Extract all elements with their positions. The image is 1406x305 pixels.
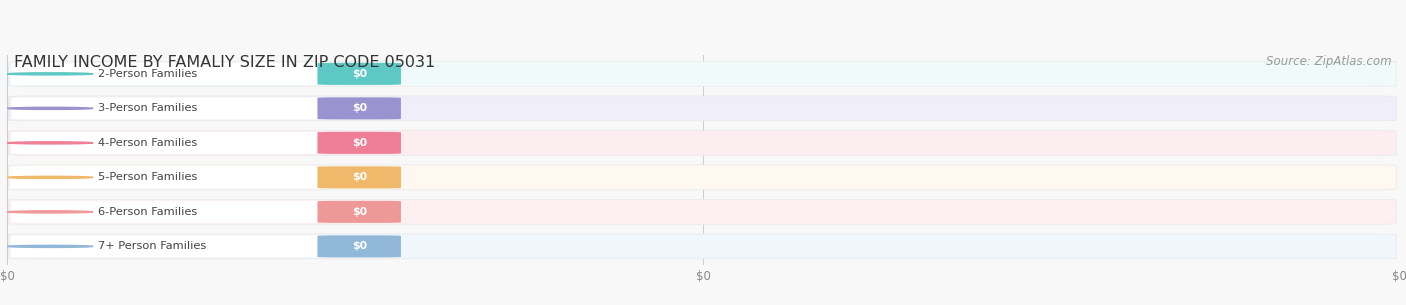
Circle shape	[7, 211, 93, 213]
FancyBboxPatch shape	[8, 234, 1396, 259]
FancyBboxPatch shape	[318, 201, 401, 223]
Circle shape	[7, 107, 93, 109]
FancyBboxPatch shape	[8, 61, 1396, 86]
Text: $0: $0	[352, 207, 367, 217]
FancyBboxPatch shape	[8, 96, 1396, 121]
FancyBboxPatch shape	[11, 97, 401, 120]
Circle shape	[7, 73, 93, 75]
Text: 6-Person Families: 6-Person Families	[97, 207, 197, 217]
Text: $0: $0	[352, 172, 367, 182]
FancyBboxPatch shape	[318, 63, 401, 85]
Text: $0: $0	[352, 241, 367, 251]
Circle shape	[7, 142, 93, 144]
FancyBboxPatch shape	[11, 132, 401, 154]
FancyBboxPatch shape	[11, 201, 401, 223]
Text: $0: $0	[352, 69, 367, 79]
FancyBboxPatch shape	[11, 63, 401, 85]
Text: Source: ZipAtlas.com: Source: ZipAtlas.com	[1267, 55, 1392, 68]
Circle shape	[7, 245, 93, 247]
Text: FAMILY INCOME BY FAMALIY SIZE IN ZIP CODE 05031: FAMILY INCOME BY FAMALIY SIZE IN ZIP COD…	[14, 55, 436, 70]
FancyBboxPatch shape	[318, 97, 401, 120]
FancyBboxPatch shape	[8, 199, 1396, 224]
Text: 4-Person Families: 4-Person Families	[97, 138, 197, 148]
Text: $0: $0	[352, 138, 367, 148]
FancyBboxPatch shape	[11, 166, 401, 188]
Text: 7+ Person Families: 7+ Person Families	[97, 241, 205, 251]
FancyBboxPatch shape	[11, 235, 401, 257]
Text: $0: $0	[352, 103, 367, 113]
FancyBboxPatch shape	[318, 235, 401, 257]
Circle shape	[7, 176, 93, 178]
FancyBboxPatch shape	[8, 131, 1396, 155]
FancyBboxPatch shape	[318, 166, 401, 188]
Text: 5-Person Families: 5-Person Families	[97, 172, 197, 182]
Text: 2-Person Families: 2-Person Families	[97, 69, 197, 79]
Text: 3-Person Families: 3-Person Families	[97, 103, 197, 113]
FancyBboxPatch shape	[318, 132, 401, 154]
FancyBboxPatch shape	[8, 165, 1396, 190]
